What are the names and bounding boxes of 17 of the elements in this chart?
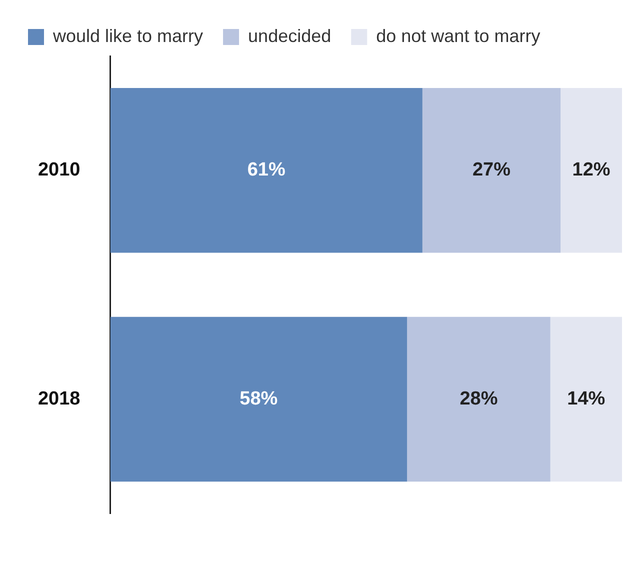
legend-label: would like to marry xyxy=(52,26,204,46)
data-label: 14% xyxy=(567,388,606,410)
data-label: 61% xyxy=(247,160,286,181)
legend-label: do not want to marry xyxy=(376,26,540,46)
legend-label: undecided xyxy=(248,26,332,46)
bar xyxy=(407,316,550,482)
bar xyxy=(110,88,422,253)
bar xyxy=(560,88,622,253)
data-label: 58% xyxy=(240,388,278,410)
bar xyxy=(550,316,622,482)
bar xyxy=(422,88,561,253)
y-tick-label: 2010 xyxy=(38,160,80,181)
y-tick-label: 2018 xyxy=(38,388,80,410)
bar xyxy=(110,316,408,482)
data-label: 27% xyxy=(472,160,511,181)
data-label: 28% xyxy=(460,388,498,410)
data-label: 12% xyxy=(572,160,610,181)
